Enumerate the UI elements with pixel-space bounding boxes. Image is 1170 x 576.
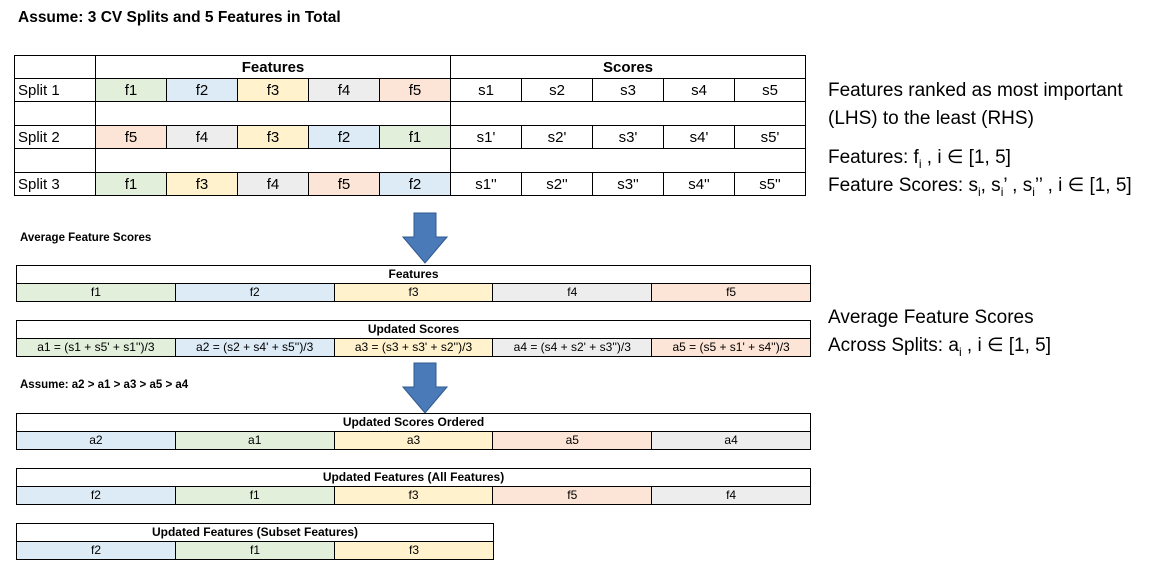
box-cell: a2	[17, 432, 176, 449]
box-cell: f3	[335, 542, 493, 559]
scores-definition: Feature Scores: si, si’ , si’’ , i ∈ [1,…	[828, 175, 1132, 199]
score-cell: s3	[592, 78, 664, 102]
score-cell: s2''	[521, 172, 593, 196]
split-label: Split 3	[14, 172, 96, 196]
feature-cell: f1	[95, 78, 167, 102]
scores-header: Scores	[450, 55, 806, 79]
split-row: Split 1 f1 f2 f3 f4 f5 s1 s2 s3 s4 s5	[14, 78, 806, 102]
feature-cell: f5	[379, 78, 451, 102]
score-cell: s1	[450, 78, 522, 102]
updated-scores-box: Updated Scores a1 = (s1 + s5' + s1'')/3 a…	[16, 320, 811, 357]
box-header: Updated Features (All Features)	[17, 469, 810, 487]
feature-cell: f5	[308, 172, 380, 196]
feature-cell: f3	[166, 172, 238, 196]
features-box: Features f1 f2 f3 f4 f5	[16, 265, 811, 302]
box-cell: f2	[17, 542, 176, 559]
features-definition: Features: fi , i ∈ [1, 5]	[828, 147, 1011, 171]
average-feature-scores-label: Average Feature Scores	[20, 232, 152, 244]
score-cell: s4	[663, 78, 735, 102]
feature-cell: f4	[308, 78, 380, 102]
feature-cell: f2	[308, 125, 380, 149]
box-cell: f5	[652, 284, 810, 301]
box-cell: a4 = (s4 + s2' + s3'')/3	[493, 339, 653, 356]
score-cell: s5''	[734, 172, 806, 196]
box-header: Features	[17, 266, 810, 284]
feature-cell: f3	[237, 78, 309, 102]
feature-cell: f3	[237, 125, 309, 149]
score-cell: s3'	[592, 125, 664, 149]
score-cell: s5	[734, 78, 806, 102]
updated-features-all-box: Updated Features (All Features) f2 f1 f3 f5…	[16, 468, 811, 505]
feature-cell: f1	[95, 172, 167, 196]
score-cell: s4''	[663, 172, 735, 196]
box-cell: f5	[493, 487, 653, 504]
splits-table: Features Scores Split 1 f1 f2 f3 f4 f5 s1 s2 s3 s…	[14, 55, 806, 196]
score-cell: s1''	[450, 172, 522, 196]
box-cell: f1	[176, 542, 335, 559]
box-row: a1 = (s1 + s5' + s1'')/3 a2 = (s2 + s4' +…	[17, 339, 810, 356]
diagram-title: Assume: 3 CV Splits and 5 Features in To…	[18, 9, 341, 26]
score-cell: s4'	[663, 125, 735, 149]
box-cell: a1	[175, 432, 335, 449]
features-header: Features	[95, 55, 451, 79]
updated-features-subset-box: Updated Features (Subset Features) f2 f1 f…	[16, 523, 494, 560]
down-arrow-icon	[402, 212, 448, 264]
box-cell: f1	[17, 284, 176, 301]
split-row: Split 3 f1 f3 f4 f5 f2 s1'' s2'' s3'' s4'' s5''	[14, 172, 806, 196]
box-cell: a1 = (s1 + s5' + s1'')/3	[17, 339, 176, 356]
corner-cell	[14, 55, 96, 79]
feature-cell: f4	[166, 125, 238, 149]
box-cell: f3	[334, 284, 494, 301]
score-cell: s5'	[734, 125, 806, 149]
box-cell: f4	[652, 487, 810, 504]
down-arrow-icon	[402, 362, 448, 414]
score-cell: s2	[521, 78, 593, 102]
score-cell: s2'	[521, 125, 593, 149]
updated-scores-ordered-box: Updated Scores Ordered a2 a1 a3 a5 a4	[16, 413, 811, 450]
box-cell: a2 = (s2 + s4' + s5'')/3	[175, 339, 335, 356]
score-cell: s3''	[592, 172, 664, 196]
box-cell: f3	[334, 487, 494, 504]
box-header: Updated Features (Subset Features)	[17, 524, 493, 542]
box-cell: f2	[175, 284, 335, 301]
split-label: Split 2	[14, 125, 96, 149]
box-row: a2 a1 a3 a5 a4	[17, 432, 810, 449]
box-row: f2 f1 f3 f5 f4	[17, 487, 810, 504]
feature-cell: f4	[237, 172, 309, 196]
box-cell: a5 = (s5 + s1' + s4'')/3	[652, 339, 810, 356]
feature-cell: f1	[379, 125, 451, 149]
feature-cell: f2	[379, 172, 451, 196]
box-cell: a3 = (s3 + s3' + s2'')/3	[334, 339, 494, 356]
box-cell: a3	[334, 432, 494, 449]
feature-cell: f5	[95, 125, 167, 149]
feature-cell: f2	[166, 78, 238, 102]
ranking-note: Features ranked as most important (LHS) …	[828, 80, 1123, 129]
box-cell: a4	[652, 432, 810, 449]
split-label: Split 1	[14, 78, 96, 102]
assumption-ordering-label: Assume: a2 > a1 > a3 > a5 > a4	[20, 379, 189, 391]
box-cell: f4	[493, 284, 653, 301]
box-header: Updated Scores	[17, 321, 810, 339]
average-scores-note: Average Feature Scores Across Splits: ai…	[828, 307, 1052, 359]
score-cell: s1'	[450, 125, 522, 149]
box-cell: f1	[175, 487, 335, 504]
box-header: Updated Scores Ordered	[17, 414, 810, 432]
box-cell: a5	[493, 432, 653, 449]
box-row: f1 f2 f3 f4 f5	[17, 284, 810, 301]
box-cell: f2	[17, 487, 176, 504]
split-row: Split 2 f5 f4 f3 f2 f1 s1' s2' s3' s4' s5'	[14, 125, 806, 149]
box-row: f2 f1 f3	[17, 542, 493, 559]
